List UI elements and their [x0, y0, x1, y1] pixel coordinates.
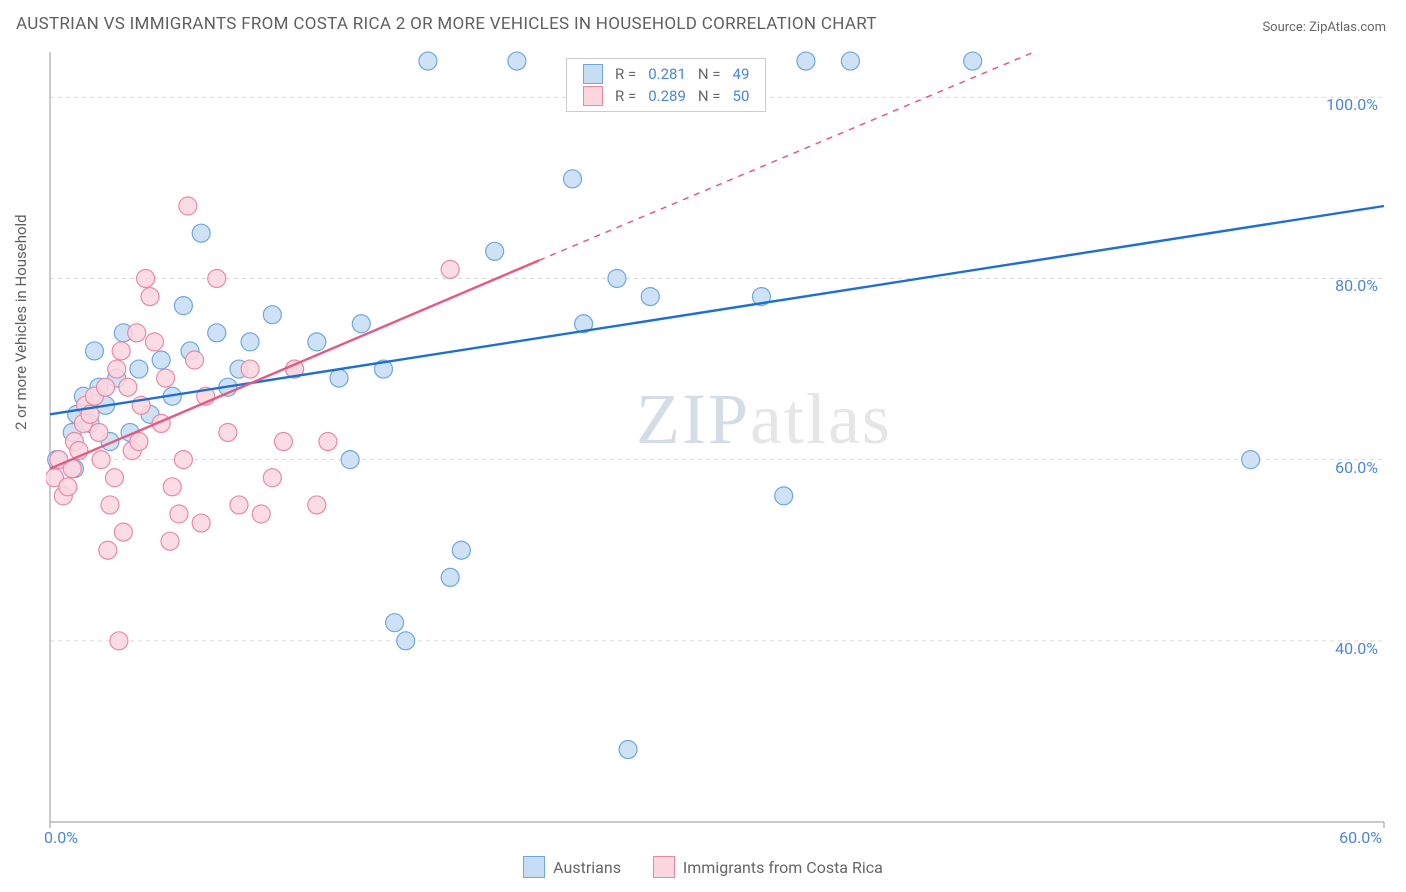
chart-container: ZIPatlas R =0.281 N =49 R =0.289 N =50 4… [46, 48, 1388, 844]
source-label: Source: [1262, 20, 1305, 35]
series-legend: Austrians Immigrants from Costa Rica [0, 856, 1406, 882]
chart-title: AUSTRIAN VS IMMIGRANTS FROM COSTA RICA 2… [16, 14, 877, 34]
legend-label: Austrians [553, 858, 621, 877]
x-tick-label: 60.0% [1339, 828, 1382, 847]
swatch-icon [583, 64, 603, 84]
y-tick-label: 60.0% [1335, 458, 1378, 477]
y-tick-label: 40.0% [1335, 639, 1378, 658]
y-tick-label: 100.0% [1326, 95, 1378, 114]
swatch-icon [523, 856, 545, 878]
source-value: ZipAtlas.com [1309, 20, 1386, 35]
y-tick-label: 80.0% [1335, 276, 1378, 295]
legend-item-austrians: Austrians [523, 856, 621, 878]
swatch-icon [583, 86, 603, 106]
y-axis-label: 2 or more Vehicles in Household [12, 214, 30, 430]
legend-label: Immigrants from Costa Rica [683, 858, 883, 877]
scatter-chart [46, 48, 1388, 844]
legend-item-costa-rica: Immigrants from Costa Rica [653, 856, 883, 878]
x-tick-label: 0.0% [44, 828, 78, 847]
correlation-legend: R =0.281 N =49 R =0.289 N =50 [566, 58, 766, 112]
swatch-icon [653, 856, 675, 878]
source-attribution: Source: ZipAtlas.com [1262, 20, 1386, 35]
legend-row-costa-rica: R =0.289 N =50 [577, 85, 755, 107]
legend-row-austrians: R =0.281 N =49 [577, 63, 755, 85]
